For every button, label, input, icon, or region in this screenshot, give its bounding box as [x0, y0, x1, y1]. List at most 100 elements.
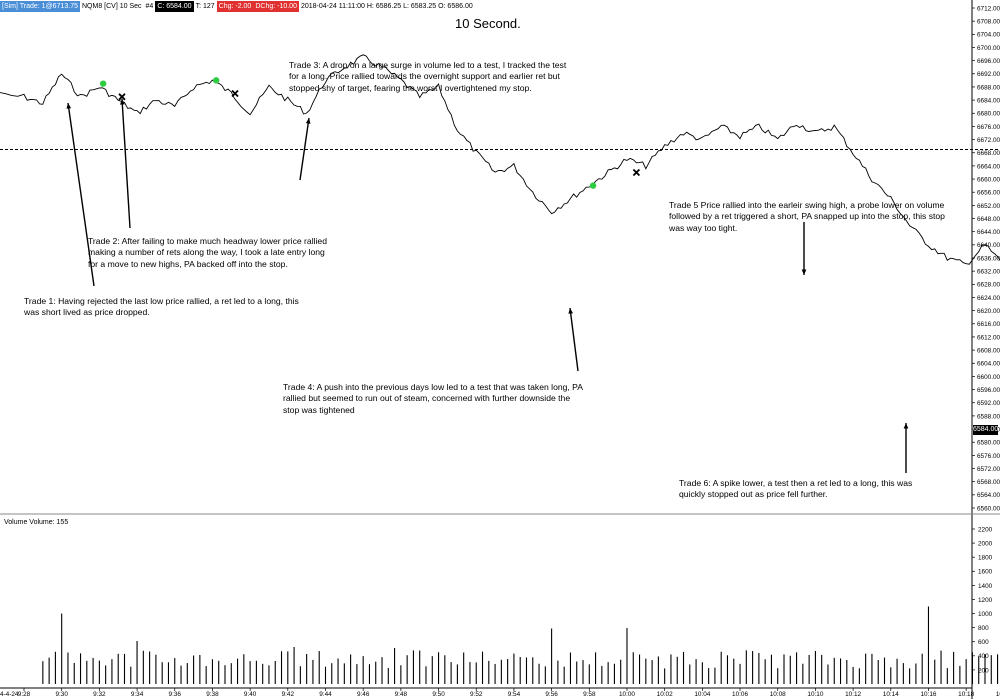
- trade-4-line: Trade 4: A push into the previous days l…: [283, 382, 584, 392]
- header-ticks: T: 127: [195, 2, 215, 10]
- trade-1-line: was short lived as price dropped.: [24, 307, 150, 318]
- trade-entry-marker: [589, 182, 597, 189]
- trade-entry-marker: [213, 77, 220, 84]
- time-tick-label: 9:40: [244, 691, 257, 698]
- price-tick-label: 6680.00: [977, 111, 1000, 118]
- time-tick-label: 10:18: [958, 691, 974, 698]
- last-price-tag: 6584.00: [973, 425, 999, 435]
- chart-header: [Sim] Trade: 1@6713.75 NQM8 [CV] 10 Sec …: [0, 0, 475, 12]
- price-tick-label: 6580.00: [977, 440, 1000, 447]
- trade-5-line: Trade 5 Price rallied into the earleir s…: [669, 200, 945, 210]
- price-tick-label: 6668.00: [977, 150, 1000, 157]
- price-tick-label: 6572.00: [977, 466, 1000, 473]
- price-tick-label: 6712.00: [977, 5, 1000, 12]
- annotation-arrowhead: [66, 103, 72, 109]
- time-tick-label: 9:42: [282, 691, 295, 698]
- price-series: [0, 54, 1000, 265]
- annotation-arrowhead: [903, 423, 909, 429]
- trade-3-line: stopped shy of target, fearing the worst…: [289, 82, 532, 93]
- volume-tick-label: 1800: [978, 555, 993, 562]
- price-tick-label: 6612.00: [977, 334, 1000, 341]
- volume-tick-label: 2200: [978, 526, 993, 533]
- time-tick-label: 9:56: [545, 691, 558, 698]
- trade-2-note: Trade 2: After failing to make much head…: [88, 236, 327, 270]
- header-ohlc: 2018-04-24 11:11:00 H: 6586.25 L: 6583.2…: [300, 2, 473, 10]
- annotation-arrow: [569, 307, 579, 372]
- trade-3-line: Trade 3: A drop on a large surge in volu…: [289, 60, 567, 70]
- trade-3-line: for a long. Price rallied towards the ov…: [289, 71, 560, 82]
- header-change: Chg: -2.00: [216, 0, 254, 12]
- time-tick-label: 10:08: [770, 691, 786, 698]
- trade-4-note: Trade 4: A push into the previous days l…: [283, 382, 583, 416]
- volume-tick-label: 200: [978, 667, 989, 674]
- time-tick-label: 10:14: [883, 691, 899, 698]
- price-tick-label: 6624.00: [977, 295, 1000, 302]
- price-tick-label: 6600.00: [977, 374, 1000, 381]
- price-tick-label: 6628.00: [977, 282, 1000, 289]
- time-tick-label: 9:28: [18, 691, 31, 698]
- time-tick-label: 9:48: [395, 691, 408, 698]
- time-tick-label: 10:10: [807, 691, 823, 698]
- time-tick-label: 9:52: [470, 691, 483, 698]
- price-tick-label: 6688.00: [977, 84, 1000, 91]
- volume-tick-label: 2000: [978, 540, 993, 547]
- trade-5-note: Trade 5 Price rallied into the earleir s…: [669, 200, 945, 234]
- time-tick-label: 10:12: [845, 691, 861, 698]
- header-daily-change: DChg: -10.00: [253, 0, 299, 12]
- trade-2-line: for a move to new highs, PA backed off i…: [88, 258, 288, 269]
- price-tick-label: 6652.00: [977, 203, 1000, 210]
- price-tick-label: 6592.00: [977, 400, 1000, 407]
- trade-1-note: Trade 1: Having rejected the last low pr…: [24, 296, 299, 319]
- time-tick-label: 9:50: [432, 691, 445, 698]
- trade-exit-marker: [231, 89, 239, 98]
- price-tick-label: 6576.00: [977, 453, 1000, 460]
- annotation-arrow: [67, 102, 95, 287]
- trade-exit-marker: [118, 93, 126, 101]
- price-tick-label: 6620.00: [977, 308, 1000, 315]
- time-tick-label: 9:30: [55, 691, 68, 698]
- price-tick-label: 6700.00: [977, 45, 1000, 52]
- volume-tick-label: 1200: [978, 597, 993, 604]
- price-tick-label: 6632.00: [977, 269, 1000, 276]
- volume-tick-label: 1400: [978, 583, 993, 590]
- annotation-arrowhead: [305, 118, 311, 124]
- trade-6-note: Trade 6: A spike lower, a test then a re…: [679, 478, 912, 501]
- time-tick-label: 10:04: [694, 691, 710, 698]
- volume-tick-label: 600: [978, 639, 989, 646]
- annotation-arrow: [299, 117, 310, 181]
- price-tick-label: 6640.00: [977, 242, 1000, 249]
- time-tick-label: 9:58: [583, 691, 596, 698]
- price-tick-label: 6608.00: [977, 348, 1000, 355]
- volume-tick-label: 1600: [978, 569, 993, 576]
- trade-6-line: Trade 6: A spike lower, a test then a re…: [679, 478, 913, 488]
- price-tick-label: 6648.00: [977, 216, 1000, 223]
- volume-tick-label: 800: [978, 625, 989, 632]
- time-tick-label: 9:32: [93, 691, 106, 698]
- price-tick-label: 6692.00: [977, 71, 1000, 78]
- price-tick-label: 6568.00: [977, 479, 1000, 486]
- time-tick-label: 9:38: [206, 691, 219, 698]
- time-tick-label: 9:44: [319, 691, 332, 698]
- trade-4-line: stop was tightened: [283, 404, 355, 415]
- trade-2-line: making a number of rets along the way, I…: [88, 247, 325, 258]
- price-tick-label: 6560.00: [977, 505, 1000, 512]
- trade-entry-marker: [99, 80, 107, 87]
- price-tick-label: 6672.00: [977, 137, 1000, 144]
- header-close: C: 6584.00: [155, 0, 194, 12]
- time-tick-label: 10:02: [657, 691, 673, 698]
- trade-4-line: rallied but seemed to run out of steam, …: [283, 393, 571, 404]
- annotation-arrow: [121, 98, 131, 229]
- price-tick-label: 6588.00: [977, 413, 1000, 420]
- trade-2-line: Trade 2: After failing to make much head…: [88, 236, 327, 246]
- price-tick-label: 6676.00: [977, 124, 1000, 131]
- price-tick-label: 6644.00: [977, 229, 1000, 236]
- price-tick-label: 6708.00: [977, 19, 1000, 26]
- header-trade: [Sim] Trade: 1@6713.75: [0, 0, 80, 12]
- header-index: #4: [145, 2, 154, 10]
- header-symbol: NQM8 [CV] 10 Sec: [81, 2, 142, 10]
- first-tick-label: 4-4-24: [0, 691, 19, 698]
- price-tick-label: 6636.00: [977, 255, 1000, 262]
- price-tick-label: 6604.00: [977, 361, 1000, 368]
- trade-3-note: Trade 3: A drop on a large surge in volu…: [289, 60, 566, 94]
